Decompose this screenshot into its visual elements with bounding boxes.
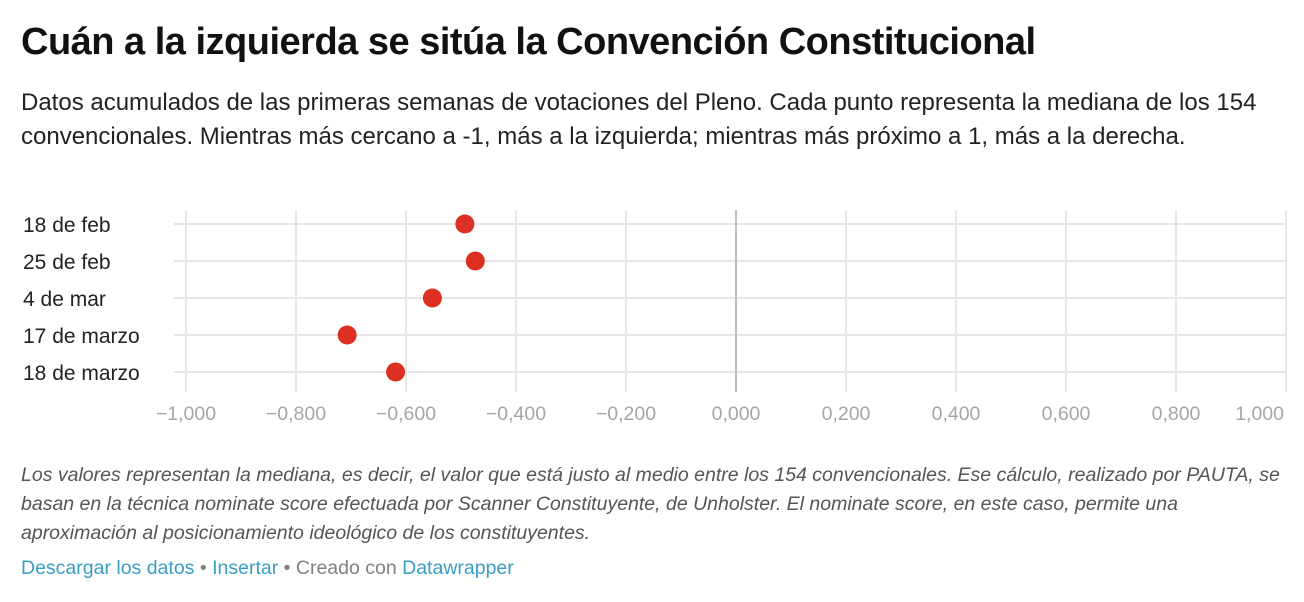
footer: Descargar los datos • Insertar • Creado … [21, 555, 514, 581]
x-tick-label: 0,600 [1042, 403, 1091, 425]
data-point [337, 325, 357, 345]
horizontal-gridlines [174, 223, 1286, 373]
x-tick-label: 0,800 [1152, 403, 1201, 425]
x-tick-label: −1,000 [156, 403, 216, 425]
x-tick-label: −0,200 [596, 403, 656, 425]
data-point [422, 288, 442, 308]
data-point [455, 214, 475, 234]
category-label: 18 de feb [23, 214, 111, 237]
chart-notes: Los valores representan la mediana, es d… [21, 464, 1280, 544]
chart-subtitle: Datos acumulados de las primeras semanas… [21, 89, 1257, 150]
x-tick-label: 1,000 [1235, 403, 1284, 425]
category-label: 4 de mar [23, 288, 106, 311]
vertical-gridlines [185, 210, 1287, 392]
x-tick-label: 0,000 [712, 403, 761, 425]
x-tick-label: −0,600 [376, 403, 436, 425]
data-point [465, 251, 485, 271]
x-tick-label: 0,200 [822, 403, 871, 425]
x-tick-label: −0,800 [266, 403, 326, 425]
category-label: 25 de feb [23, 251, 111, 274]
dot-plot: 18 de feb 25 de feb 4 de mar 17 de marzo 18 … [23, 210, 1287, 425]
data-points [337, 214, 485, 382]
category-label: 18 de marzo [23, 362, 140, 385]
datawrapper-link[interactable]: Datawrapper [402, 557, 514, 579]
footer-separator: • [199, 557, 207, 579]
data-point [386, 362, 406, 382]
chart-title: Cuán a la izquierda se sitúa la Convenci… [21, 21, 1036, 63]
footer-separator: • [283, 557, 291, 579]
x-axis-tick-labels: −1,000 −0,800 −0,600 −0,400 −0,200 0,000 0,200… [156, 403, 1284, 425]
category-labels: 18 de feb 25 de feb 4 de mar 17 de marzo 18 … [23, 214, 140, 385]
category-label: 17 de marzo [23, 325, 140, 348]
download-data-link[interactable]: Descargar los datos [21, 557, 195, 579]
embed-link[interactable]: Insertar [212, 557, 279, 579]
x-tick-label: 0,400 [932, 403, 981, 425]
created-with-label: Creado con [295, 557, 397, 579]
x-tick-label: −0,400 [486, 403, 546, 425]
